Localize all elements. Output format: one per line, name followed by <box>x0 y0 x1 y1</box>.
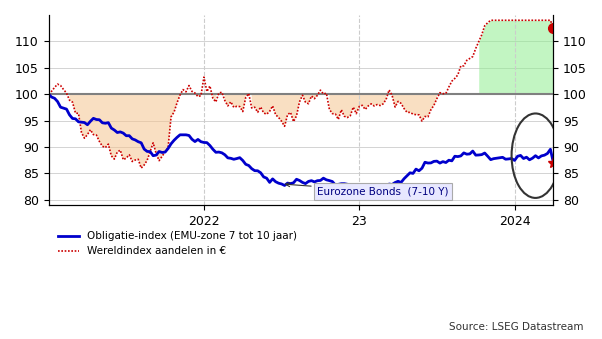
Obligatie-index (EMU-zone 7 tot 10 jaar) <box>117 130 124 134</box>
Text: Source: LSEG Datastream: Source: LSEG Datastream <box>450 322 584 332</box>
Wereldindex aandelen in € <box>290 120 297 124</box>
Line: Obligatie-index (EMU-zone 7 tot 10 jaar): Obligatie-index (EMU-zone 7 tot 10 jaar) <box>49 94 553 192</box>
Legend: Obligatie-index (EMU-zone 7 tot 10 jaar), Wereldindex aandelen in €: Obligatie-index (EMU-zone 7 tot 10 jaar)… <box>54 227 302 261</box>
Text: Eurozone Bonds  (7-10 Y): Eurozone Bonds (7-10 Y) <box>285 182 449 196</box>
Obligatie-index (EMU-zone 7 tot 10 jaar) <box>290 181 297 185</box>
Obligatie-index (EMU-zone 7 tot 10 jaar) <box>311 180 318 184</box>
Obligatie-index (EMU-zone 7 tot 10 jaar) <box>550 161 557 165</box>
Obligatie-index (EMU-zone 7 tot 10 jaar) <box>45 92 52 96</box>
Obligatie-index (EMU-zone 7 tot 10 jaar) <box>499 155 506 159</box>
Wereldindex aandelen in € <box>550 26 557 30</box>
Obligatie-index (EMU-zone 7 tot 10 jaar) <box>233 157 240 161</box>
Wereldindex aandelen in € <box>117 148 124 152</box>
Wereldindex aandelen in € <box>293 114 300 118</box>
Wereldindex aandelen in € <box>502 18 509 22</box>
Wereldindex aandelen in € <box>45 92 52 96</box>
Wereldindex aandelen in € <box>314 93 321 97</box>
Obligatie-index (EMU-zone 7 tot 10 jaar) <box>287 182 294 186</box>
Wereldindex aandelen in € <box>236 104 243 108</box>
Obligatie-index (EMU-zone 7 tot 10 jaar) <box>359 190 366 194</box>
Line: Wereldindex aandelen in €: Wereldindex aandelen in € <box>49 20 553 168</box>
Wereldindex aandelen in € <box>487 18 494 22</box>
Wereldindex aandelen in € <box>138 166 145 170</box>
